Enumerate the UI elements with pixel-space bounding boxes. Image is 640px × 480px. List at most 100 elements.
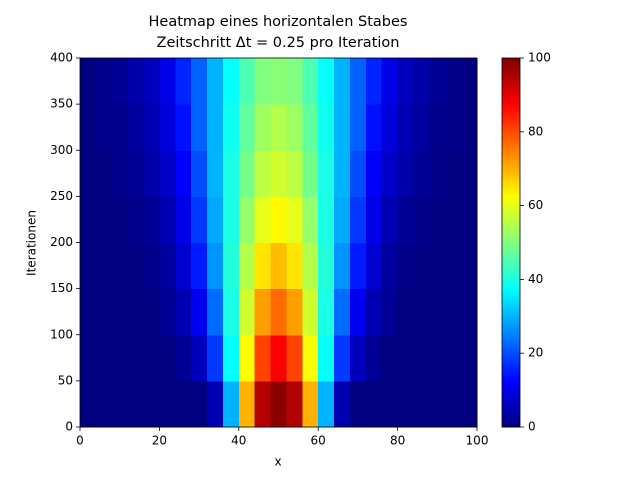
heatmap-cell xyxy=(286,242,303,290)
colorbar-swatch xyxy=(502,131,520,135)
colorbar-swatch xyxy=(502,81,520,85)
colorbar-swatch xyxy=(502,98,520,102)
heatmap-cell xyxy=(111,334,129,382)
colorbar-swatch xyxy=(502,70,520,74)
colorbar-swatch xyxy=(502,231,520,234)
colorbar-swatch xyxy=(502,209,520,212)
heatmap-cell xyxy=(413,150,430,197)
colorbar-swatch xyxy=(502,353,520,356)
colorbar-swatch xyxy=(502,166,520,170)
colorbar-swatch xyxy=(502,115,520,118)
heatmap-cell xyxy=(270,104,287,151)
colorbar-swatch xyxy=(502,148,520,151)
colorbar-swatch xyxy=(502,129,520,133)
heatmap-cell xyxy=(286,104,303,151)
y-tick-label: 300 xyxy=(50,143,73,157)
heatmap-cell xyxy=(334,150,351,197)
heatmap-cell xyxy=(111,380,129,428)
colorbar-swatch xyxy=(502,179,520,183)
colorbar-swatch xyxy=(502,61,520,65)
heatmap-cell xyxy=(111,58,129,105)
heatmap-cell xyxy=(238,288,256,336)
heatmap-cells xyxy=(80,58,478,428)
colorbar-swatch xyxy=(502,181,520,185)
colorbar-tick-label: 0 xyxy=(528,420,536,434)
heatmap-cell xyxy=(238,104,256,151)
heatmap-cell xyxy=(143,380,160,428)
heatmap-cell xyxy=(191,150,208,197)
heatmap-cell xyxy=(207,380,224,428)
heatmap-cell xyxy=(238,242,256,290)
colorbar-swatch xyxy=(502,340,520,343)
colorbar-swatch xyxy=(502,74,520,78)
heatmap-cell xyxy=(80,242,97,290)
heatmap-cell xyxy=(80,380,97,428)
heatmap-cell xyxy=(207,288,224,336)
colorbar-swatch xyxy=(502,152,520,155)
colorbar-tick-label: 40 xyxy=(528,272,543,286)
colorbar-swatch xyxy=(502,345,520,349)
x-tick-label: 80 xyxy=(390,434,405,448)
colorbar-swatch xyxy=(502,410,520,413)
colorbar-swatch xyxy=(502,336,520,340)
colorbar-swatch xyxy=(502,63,520,66)
colorbar-swatch xyxy=(502,373,520,376)
heatmap-cell xyxy=(95,196,113,243)
heatmap-cell xyxy=(191,196,208,243)
colorbar-swatch xyxy=(502,264,520,268)
heatmap-cell xyxy=(207,104,224,151)
heatmap-cell xyxy=(95,104,113,151)
heatmap-cell xyxy=(429,104,446,151)
heatmap-cell xyxy=(207,196,224,243)
y-tick-label: 350 xyxy=(50,97,73,111)
heatmap-cell xyxy=(334,196,351,243)
colorbar-swatch xyxy=(502,397,520,400)
colorbar-swatch xyxy=(502,314,520,317)
heatmap-cell xyxy=(143,58,160,105)
colorbar-swatch xyxy=(502,391,520,395)
heatmap-cell xyxy=(80,196,97,243)
heatmap-cell xyxy=(254,150,272,197)
heatmap-cell xyxy=(445,196,462,243)
colorbar-swatch xyxy=(502,139,520,142)
colorbar-swatch xyxy=(502,334,520,338)
heatmap-cell xyxy=(349,380,367,428)
heatmap-cell xyxy=(349,58,367,105)
colorbar-swatch xyxy=(502,257,520,260)
heatmap-cell xyxy=(318,104,335,151)
colorbar-swatch xyxy=(502,253,520,257)
colorbar-swatch xyxy=(502,319,520,323)
colorbar-swatch xyxy=(502,192,520,196)
colorbar-tick-label: 20 xyxy=(528,346,543,360)
heatmap-cell xyxy=(445,150,462,197)
heatmap-cell xyxy=(397,242,414,290)
colorbar-swatch xyxy=(502,227,520,231)
heatmap-cell xyxy=(429,380,446,428)
heatmap-cell xyxy=(254,380,272,428)
colorbar-swatch xyxy=(502,351,520,354)
colorbar-swatch xyxy=(502,163,520,166)
colorbar-swatch xyxy=(502,225,520,229)
colorbar-swatch xyxy=(502,102,520,105)
heatmap-cell xyxy=(95,242,113,290)
colorbar-swatch xyxy=(502,367,520,371)
heatmap-cell xyxy=(429,58,446,105)
heatmap-cell xyxy=(238,150,256,197)
heatmap-cell xyxy=(445,288,462,336)
colorbar-swatch xyxy=(502,366,520,369)
heatmap-cell xyxy=(222,196,240,243)
heatmap-cell xyxy=(461,242,478,290)
heatmap-cell xyxy=(127,334,145,382)
heatmap-cell xyxy=(445,104,462,151)
heatmap-cell xyxy=(397,58,414,105)
heatmap-cell xyxy=(127,150,145,197)
heatmap-cell xyxy=(365,380,383,428)
colorbar-swatch xyxy=(502,207,520,210)
heatmap-cell xyxy=(397,334,414,382)
heatmap-cell xyxy=(175,334,192,382)
heatmap-cell xyxy=(318,58,335,105)
heatmap-cell xyxy=(381,58,399,105)
heatmap-cell xyxy=(302,104,319,151)
heatmap-cell xyxy=(238,380,256,428)
heatmap-cell xyxy=(143,150,160,197)
